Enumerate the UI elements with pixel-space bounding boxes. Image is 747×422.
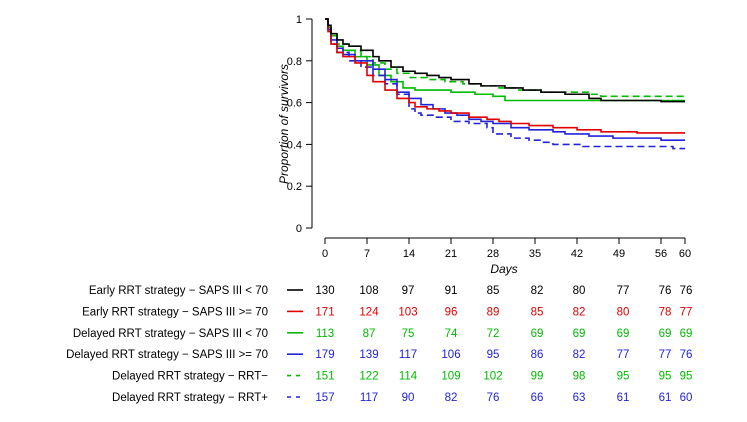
at-risk-count: 117	[399, 349, 417, 361]
series-label: Delayed RRT strategy − SAPS III >= 70	[66, 349, 268, 361]
at-risk-count: 80	[617, 306, 630, 318]
at-risk-count: 74	[445, 328, 458, 340]
at-risk-count: 76	[659, 285, 672, 297]
at-risk-count: 76	[680, 285, 693, 297]
at-risk-count: 82	[445, 392, 458, 404]
at-risk-count: 75	[402, 328, 415, 340]
at-risk-count: 77	[617, 349, 630, 361]
at-risk-count: 179	[315, 349, 334, 361]
at-risk-count: 109	[441, 371, 460, 383]
at-risk-count: 63	[573, 392, 586, 404]
at-risk-count: 98	[573, 371, 586, 383]
at-risk-count: 95	[487, 349, 500, 361]
at-risk-count: 95	[680, 371, 693, 383]
series-label: Early RRT strategy − SAPS III >= 70	[82, 306, 268, 318]
x-tick-label: 56	[655, 248, 667, 260]
x-tick-label: 7	[364, 248, 370, 260]
at-risk-count: 76	[487, 392, 500, 404]
at-risk-count: 82	[573, 306, 586, 318]
at-risk-count: 114	[399, 371, 418, 383]
at-risk-count: 90	[402, 392, 415, 404]
y-tick-label: 1	[296, 14, 302, 26]
at-risk-count: 77	[617, 285, 630, 297]
at-risk-count: 69	[531, 328, 544, 340]
at-risk-count: 108	[359, 285, 378, 297]
y-tick-label: 0	[296, 223, 302, 235]
at-risk-count: 87	[363, 328, 376, 340]
at-risk-count: 97	[402, 285, 415, 297]
at-risk-count: 124	[359, 306, 379, 318]
at-risk-count: 151	[315, 371, 334, 383]
y-tick-label: 0.4	[287, 139, 302, 151]
at-risk-count: 72	[487, 328, 500, 340]
at-risk-count: 69	[659, 328, 672, 340]
at-risk-count: 95	[617, 371, 630, 383]
at-risk-count: 113	[316, 328, 334, 340]
x-tick-label: 14	[403, 248, 415, 260]
at-risk-count: 82	[531, 285, 544, 297]
series-label: Delayed RRT strategy − SAPS III < 70	[73, 328, 268, 340]
at-risk-count: 117	[360, 392, 378, 404]
at-risk-count: 86	[531, 349, 544, 361]
x-tick-label: 60	[679, 248, 691, 260]
x-tick-label: 0	[322, 248, 328, 260]
y-tick-label: 0.8	[287, 56, 302, 68]
y-tick-label: 0.2	[287, 181, 302, 193]
axis-labels: Proportion of survivors Days	[277, 64, 518, 276]
at-risk-count: 122	[359, 371, 378, 383]
survival-curve-5	[325, 18, 685, 98]
at-risk-count: 85	[487, 285, 500, 297]
at-risk-count: 96	[445, 306, 458, 318]
x-tick-label: 35	[529, 248, 541, 260]
axes: 0 0.2 0.4 0.6 0.8 1 0 7 14 21 28 35 42 49 56 60	[287, 14, 691, 260]
at-risk-count: 91	[445, 285, 458, 297]
at-risk-count: 102	[483, 371, 502, 383]
y-axis-label: Proportion of survivors	[277, 64, 291, 184]
at-risk-count: 61	[617, 392, 630, 404]
at-risk-count: 130	[315, 285, 334, 297]
at-risk-count: 157	[315, 392, 334, 404]
at-risk-count: 139	[359, 349, 378, 361]
at-risk-count: 61	[659, 392, 672, 404]
at-risk-count: 69	[617, 328, 630, 340]
at-risk-count: 171	[315, 306, 334, 318]
at-risk-count: 77	[680, 306, 693, 318]
series-label: Early RRT strategy − SAPS III < 70	[89, 285, 268, 297]
series-label: Delayed RRT strategy − RRT−	[112, 371, 268, 383]
at-risk-count: 99	[531, 371, 544, 383]
survival-curve-6	[325, 18, 685, 150]
at-risk-count: 69	[680, 328, 693, 340]
survival-curves	[325, 18, 685, 150]
at-risk-count: 66	[531, 392, 544, 404]
at-risk-count: 85	[531, 306, 544, 318]
at-risk-count: 78	[659, 306, 672, 318]
x-tick-label: 28	[487, 248, 499, 260]
number-at-risk-table: Early RRT strategy − SAPS III < 70 130 108…	[66, 285, 692, 404]
x-tick-label: 42	[571, 248, 583, 260]
x-tick-label: 49	[613, 248, 625, 260]
x-tick-label: 21	[445, 248, 457, 260]
at-risk-count: 77	[659, 349, 672, 361]
at-risk-count: 82	[573, 349, 586, 361]
series-label: Delayed RRT strategy − RRT+	[112, 392, 268, 404]
x-axis-label: Days	[490, 262, 517, 276]
y-tick-label: 0.6	[287, 98, 302, 110]
at-risk-count: 106	[441, 349, 460, 361]
at-risk-count: 76	[680, 349, 693, 361]
at-risk-count: 95	[659, 371, 672, 383]
at-risk-count: 60	[680, 392, 693, 404]
at-risk-count: 69	[573, 328, 586, 340]
survival-curve-1	[325, 18, 685, 103]
at-risk-count: 89	[487, 306, 500, 318]
at-risk-count: 80	[573, 285, 586, 297]
at-risk-count: 103	[398, 306, 417, 318]
survival-curve-2	[325, 18, 685, 134]
